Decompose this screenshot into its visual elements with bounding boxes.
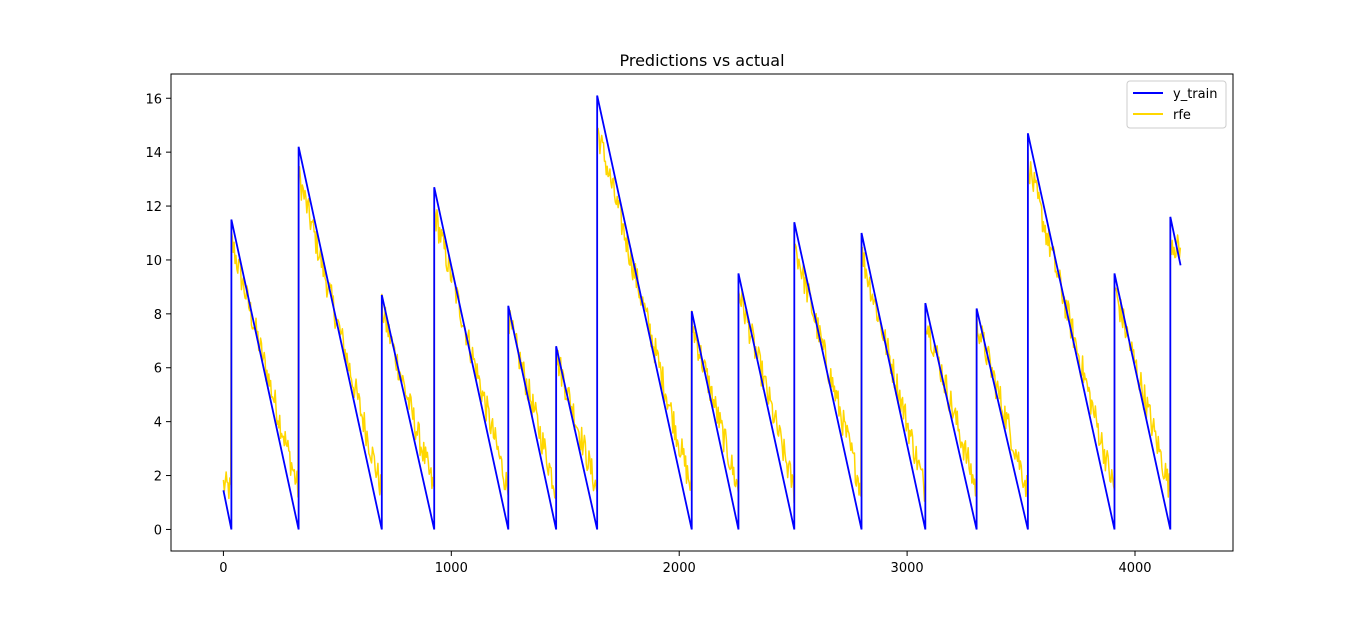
y-axis: 0 2 4 6 8 10 12 14 16	[145, 92, 171, 538]
x-tick-label: 2000	[663, 561, 696, 576]
y-tick-label: 0	[154, 523, 162, 538]
y-tick-label: 8	[154, 308, 162, 323]
y-tick-label: 16	[145, 92, 162, 107]
x-tick-label: 1000	[435, 561, 468, 576]
x-axis: 0 1000 2000 3000 4000	[219, 551, 1152, 576]
legend: y_train rfe	[1126, 80, 1227, 129]
y-tick-label: 2	[154, 470, 162, 485]
y-tick-label: 10	[145, 254, 162, 269]
series-layer	[222, 95, 1182, 530]
y-tick-label: 6	[154, 362, 162, 377]
y-tick-label: 12	[145, 200, 162, 215]
chart-title: Predictions vs actual	[619, 51, 784, 70]
series-line-rfe	[222, 127, 1182, 504]
legend-label-y-train: y_train	[1173, 87, 1217, 102]
x-tick-label: 4000	[1118, 561, 1151, 576]
plot-area-frame	[170, 73, 1234, 552]
x-tick-label: 3000	[891, 561, 924, 576]
series-line-y-train	[222, 95, 1182, 530]
y-tick-label: 14	[145, 146, 162, 161]
x-tick-label: 0	[219, 561, 227, 576]
y-tick-label: 4	[154, 416, 162, 431]
legend-label-rfe: rfe	[1173, 108, 1191, 123]
